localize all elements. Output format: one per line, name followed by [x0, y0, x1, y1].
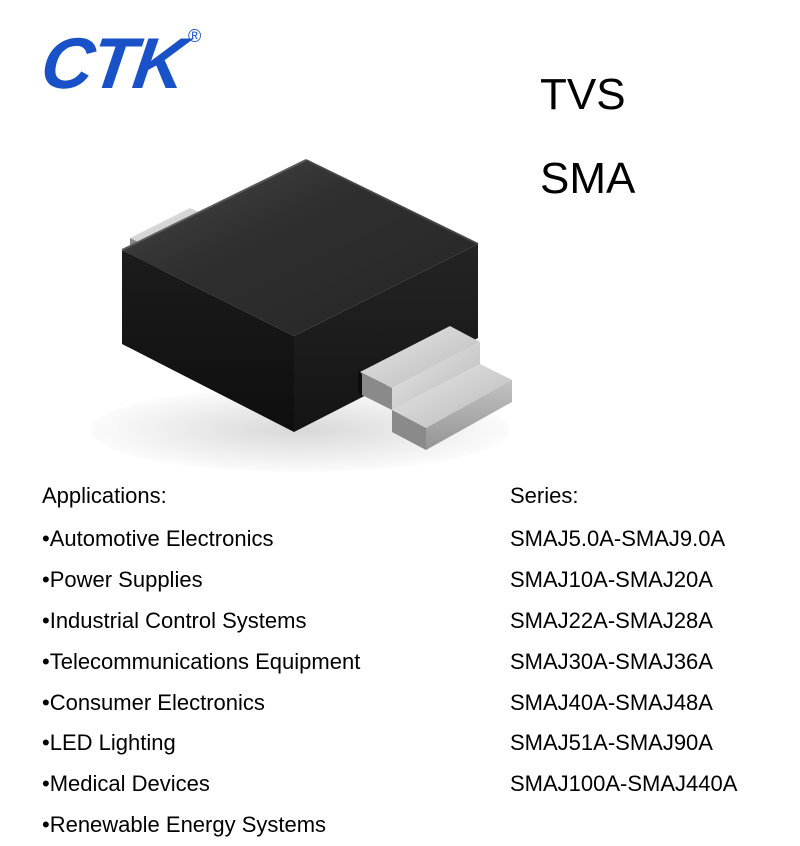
series-item: SMAJ51A-SMAJ90A: [510, 723, 737, 764]
applications-header: Applications:: [42, 476, 360, 517]
component-illustration: [60, 120, 540, 480]
series-item: SMAJ100A-SMAJ440A: [510, 764, 737, 805]
sma-package-icon: [60, 120, 540, 480]
product-type-block: TVS SMA: [540, 60, 635, 229]
brand-logo: CTK ®: [42, 28, 201, 100]
applications-item: •LED Lighting: [42, 723, 360, 764]
applications-item: •Medical Devices: [42, 764, 360, 805]
series-item: SMAJ10A-SMAJ20A: [510, 560, 737, 601]
logo-registered-icon: ®: [188, 26, 201, 47]
applications-item: •Power Supplies: [42, 560, 360, 601]
applications-block: Applications: •Automotive Electronics•Po…: [42, 476, 360, 846]
applications-list: •Automotive Electronics•Power Supplies•I…: [42, 519, 360, 846]
series-list: SMAJ5.0A-SMAJ9.0ASMAJ10A-SMAJ20ASMAJ22A-…: [510, 519, 737, 805]
series-item: SMAJ40A-SMAJ48A: [510, 683, 737, 724]
product-type-line1: TVS: [540, 60, 635, 130]
applications-item: •Renewable Energy Systems: [42, 805, 360, 846]
applications-item: •Industrial Control Systems: [42, 601, 360, 642]
product-type-line2: SMA: [540, 144, 635, 214]
series-item: SMAJ30A-SMAJ36A: [510, 642, 737, 683]
applications-item: •Consumer Electronics: [42, 683, 360, 724]
logo-text: CTK: [37, 28, 189, 100]
series-item: SMAJ22A-SMAJ28A: [510, 601, 737, 642]
applications-item: •Telecommunications Equipment: [42, 642, 360, 683]
applications-item: •Automotive Electronics: [42, 519, 360, 560]
series-block: Series: SMAJ5.0A-SMAJ9.0ASMAJ10A-SMAJ20A…: [510, 476, 737, 805]
series-item: SMAJ5.0A-SMAJ9.0A: [510, 519, 737, 560]
series-header: Series:: [510, 476, 737, 517]
